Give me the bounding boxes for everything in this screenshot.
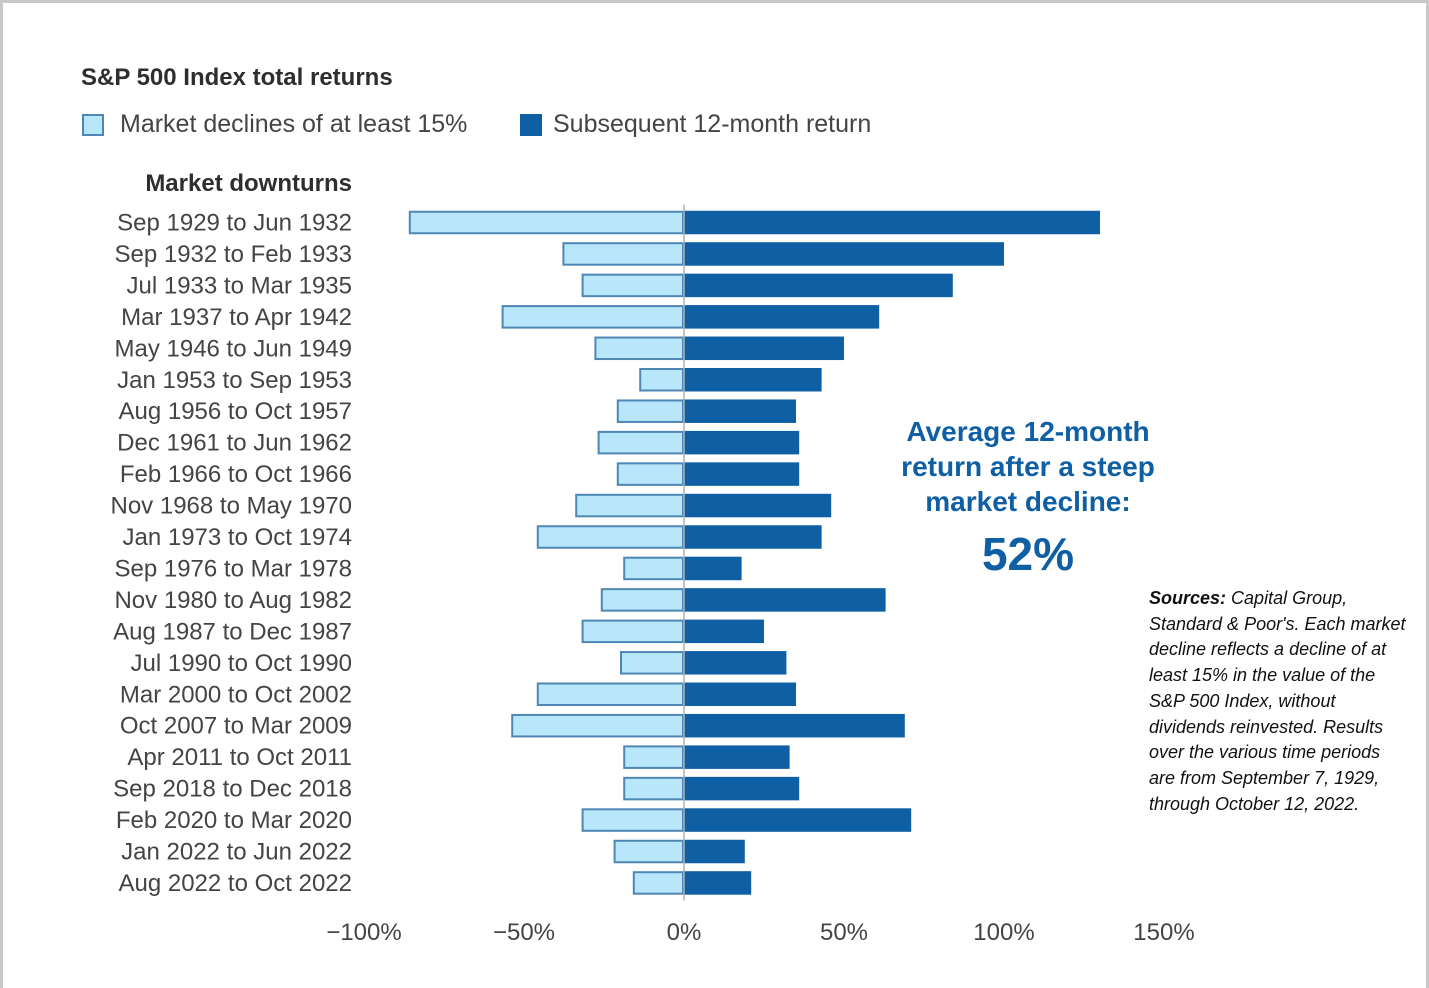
decline-bar bbox=[618, 400, 683, 422]
decline-bar bbox=[595, 338, 683, 360]
category-label: Nov 1980 to Aug 1982 bbox=[114, 587, 352, 614]
category-label: Jul 1933 to Mar 1935 bbox=[127, 272, 352, 299]
callout-value: 52% bbox=[880, 527, 1176, 581]
decline-bar bbox=[621, 652, 683, 674]
x-tick-label: 150% bbox=[1133, 919, 1194, 946]
category-label: Sep 1929 to Jun 1932 bbox=[117, 210, 352, 237]
decline-bar bbox=[624, 558, 683, 580]
category-label: Sep 2018 to Dec 2018 bbox=[113, 776, 352, 803]
category-label: Sep 1976 to Mar 1978 bbox=[114, 555, 352, 582]
decline-bar bbox=[583, 809, 683, 831]
return-bar bbox=[684, 808, 911, 832]
return-bar bbox=[684, 840, 745, 864]
category-label: Aug 1987 to Dec 1987 bbox=[113, 618, 352, 645]
category-label: Jul 1990 to Oct 1990 bbox=[131, 650, 352, 677]
category-label: Feb 2020 to Mar 2020 bbox=[116, 807, 352, 834]
average-return-callout: Average 12-month return after a steep ma… bbox=[880, 414, 1176, 581]
category-label: Sep 1932 to Feb 1933 bbox=[114, 241, 352, 268]
category-label: Dec 1961 to Jun 1962 bbox=[117, 430, 352, 457]
category-label: Mar 2000 to Oct 2002 bbox=[120, 681, 352, 708]
sources-note: Sources: Capital Group, Standard & Poor'… bbox=[1149, 586, 1411, 817]
return-bar bbox=[684, 274, 953, 298]
return-bar bbox=[684, 242, 1004, 266]
return-bar bbox=[684, 399, 796, 423]
decline-bar bbox=[618, 463, 683, 485]
return-bar bbox=[684, 462, 799, 486]
decline-bar bbox=[640, 369, 683, 391]
category-label: Jan 1973 to Oct 1974 bbox=[123, 524, 353, 551]
return-bar bbox=[684, 525, 822, 549]
category-label: May 1946 to Jun 1949 bbox=[114, 335, 352, 362]
decline-bar bbox=[576, 495, 683, 517]
sources-label: Sources: bbox=[1149, 588, 1226, 608]
decline-bar bbox=[583, 275, 683, 297]
return-bar bbox=[684, 714, 905, 738]
return-bar bbox=[684, 305, 879, 329]
x-tick-label: 100% bbox=[973, 919, 1034, 946]
return-bar bbox=[684, 337, 844, 361]
decline-bar bbox=[583, 621, 683, 643]
category-label: Aug 1956 to Oct 1957 bbox=[118, 398, 352, 425]
return-bar bbox=[684, 745, 790, 769]
callout-text: Average 12-month return after a steep ma… bbox=[880, 414, 1176, 519]
return-bar bbox=[684, 494, 831, 518]
category-label: Oct 2007 to Mar 2009 bbox=[120, 713, 352, 740]
decline-bar bbox=[634, 872, 683, 894]
return-bar bbox=[684, 620, 764, 644]
x-tick-label: 0% bbox=[667, 919, 702, 946]
decline-bar bbox=[538, 684, 683, 706]
decline-bar bbox=[615, 841, 683, 863]
category-label: Jan 2022 to Jun 2022 bbox=[121, 839, 352, 866]
x-tick-label: 50% bbox=[820, 919, 868, 946]
category-label: Apr 2011 to Oct 2011 bbox=[127, 744, 352, 771]
return-bar bbox=[684, 557, 742, 581]
sources-text: Capital Group, Standard & Poor's. Each m… bbox=[1149, 588, 1406, 814]
category-label: Nov 1968 to May 1970 bbox=[111, 493, 353, 520]
return-bar bbox=[684, 431, 799, 455]
decline-bar bbox=[624, 778, 683, 800]
category-label: Feb 1966 to Oct 1966 bbox=[120, 461, 352, 488]
return-bar bbox=[684, 777, 799, 801]
decline-bar bbox=[563, 243, 683, 265]
x-tick-label: −50% bbox=[493, 919, 555, 946]
decline-bar bbox=[538, 526, 683, 548]
decline-bar bbox=[410, 212, 683, 234]
return-bar bbox=[684, 871, 751, 895]
decline-bar bbox=[624, 746, 683, 768]
return-bar bbox=[684, 588, 886, 612]
decline-bar bbox=[599, 432, 683, 454]
category-label: Aug 2022 to Oct 2022 bbox=[118, 870, 352, 897]
return-bar bbox=[684, 651, 786, 675]
return-bar bbox=[684, 211, 1100, 235]
decline-bar bbox=[503, 306, 683, 328]
return-bar bbox=[684, 683, 796, 707]
decline-bar bbox=[512, 715, 683, 737]
return-bar bbox=[684, 368, 822, 392]
category-label: Mar 1937 to Apr 1942 bbox=[121, 304, 352, 331]
category-label: Jan 1953 to Sep 1953 bbox=[117, 367, 352, 394]
decline-bar bbox=[602, 589, 683, 611]
x-tick-label: −100% bbox=[326, 919, 401, 946]
